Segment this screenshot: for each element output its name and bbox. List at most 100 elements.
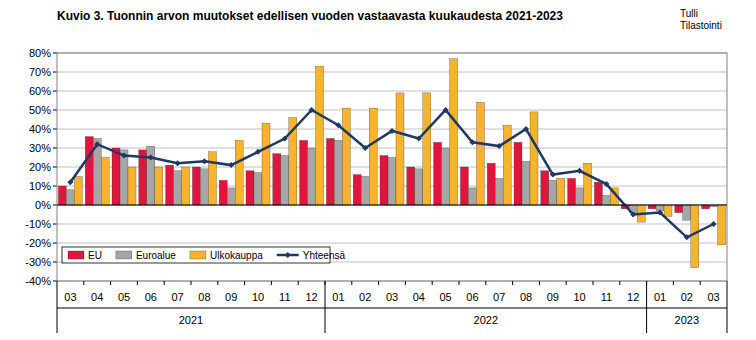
x-tick <box>325 281 326 285</box>
grid-line <box>57 91 727 92</box>
bar <box>557 178 565 205</box>
y-tick-label: -10% <box>25 218 51 230</box>
bar <box>192 167 200 205</box>
bar <box>530 112 538 205</box>
bar <box>155 167 163 205</box>
marker <box>711 221 717 227</box>
x-tick <box>432 281 433 285</box>
legend-swatch <box>190 251 206 259</box>
marker <box>603 181 609 187</box>
legend-label: Yhteensä <box>303 250 346 261</box>
x-tick <box>351 281 352 285</box>
tick <box>53 91 57 92</box>
legend: EUEuroalueUlkokauppaYhteensä <box>62 247 345 263</box>
bar <box>388 158 396 206</box>
grid-line <box>57 72 727 73</box>
x-tick-label: 02 <box>359 291 371 303</box>
x-tick <box>137 281 138 285</box>
x-tick <box>244 281 245 285</box>
grid-line <box>57 148 727 149</box>
marker <box>309 107 315 113</box>
legend-box <box>62 247 330 263</box>
marker <box>121 153 127 159</box>
bar <box>415 169 423 205</box>
bar <box>468 188 476 205</box>
y-tick-label: -20% <box>25 237 51 249</box>
marker <box>496 143 502 149</box>
tick <box>53 167 57 168</box>
bar <box>200 169 208 205</box>
bar <box>460 167 468 205</box>
marker <box>630 212 636 218</box>
marker <box>282 136 288 142</box>
x-tick <box>217 281 218 285</box>
y-tick-label: -40% <box>25 275 51 287</box>
bar <box>514 142 522 205</box>
x-tick <box>512 281 513 285</box>
x-tick-label: 08 <box>198 291 210 303</box>
bar <box>369 108 377 205</box>
tick <box>53 72 57 73</box>
bar <box>683 205 691 220</box>
bar <box>208 152 216 205</box>
marks <box>58 59 725 268</box>
tick <box>53 148 57 149</box>
x-tick-label: 10 <box>573 291 585 303</box>
x-tick-label: 06 <box>145 291 157 303</box>
x-tick-label: 08 <box>520 291 532 303</box>
bar <box>308 148 316 205</box>
x-tick <box>700 281 701 285</box>
tick <box>53 243 57 244</box>
bar <box>147 146 155 205</box>
group-separator <box>325 281 326 333</box>
x-tick <box>539 281 540 285</box>
x-group-label: 2022 <box>474 314 498 326</box>
bar <box>316 66 324 205</box>
source: Tilastointi <box>680 20 722 31</box>
grid-line <box>57 224 727 225</box>
x-group-label: 2021 <box>179 314 203 326</box>
y-tick-label: 40% <box>29 123 51 135</box>
y-tick-label: 0% <box>35 199 51 211</box>
group-axis-line <box>57 308 727 309</box>
marker <box>523 126 529 132</box>
tick <box>53 186 57 187</box>
x-tick <box>405 281 406 285</box>
y-tick-label: 10% <box>29 180 51 192</box>
bar <box>66 190 74 205</box>
tick <box>53 281 57 282</box>
marker <box>443 107 449 113</box>
x-tick-label: 03 <box>64 291 76 303</box>
x-tick <box>593 281 594 285</box>
bar <box>503 125 511 205</box>
x-tick-label: 03 <box>707 291 719 303</box>
x-tick-label: 05 <box>118 291 130 303</box>
bar <box>58 186 66 205</box>
y-tick-label: 70% <box>29 66 51 78</box>
bar <box>691 205 699 268</box>
marker <box>389 128 395 134</box>
marker <box>201 158 207 164</box>
bar <box>112 148 120 205</box>
bar <box>273 154 281 205</box>
marker <box>175 160 181 166</box>
marker <box>550 172 556 178</box>
group-separator <box>57 281 58 333</box>
x-tick <box>191 281 192 285</box>
y-tick-label: 50% <box>29 104 51 116</box>
marker <box>255 149 261 155</box>
bar <box>281 156 289 205</box>
bar <box>101 158 109 206</box>
x-tick-label: 11 <box>279 291 290 303</box>
x-tick-label: 09 <box>547 291 559 303</box>
bar <box>342 108 350 205</box>
x-tick-label: 04 <box>413 291 425 303</box>
x-tick <box>459 281 460 285</box>
x-tick-label: 12 <box>627 291 639 303</box>
y-tick-label: -30% <box>25 256 51 268</box>
bar <box>522 161 530 205</box>
x-tick <box>619 281 620 285</box>
legend-label: Ulkokauppa <box>210 250 263 261</box>
y-tick-label: 30% <box>29 142 51 154</box>
bar <box>246 171 254 205</box>
